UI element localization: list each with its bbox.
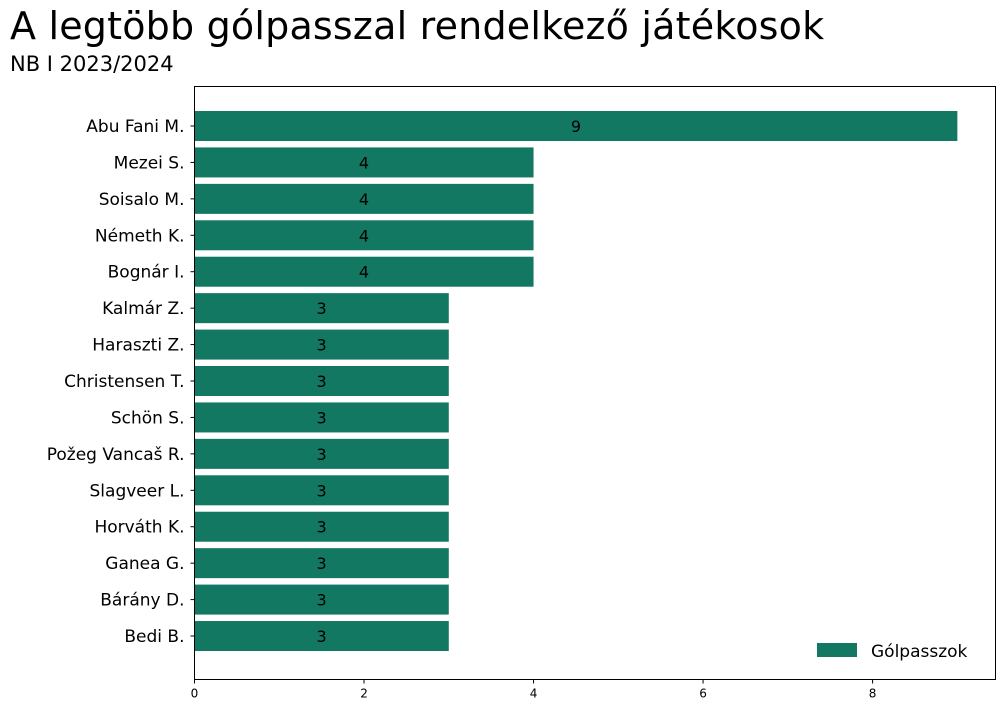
bar [194,111,958,141]
category-label: Požeg Vancaš R. [47,445,185,465]
legend-label: Gólpasszok [871,642,968,662]
bar [194,256,534,287]
category-label: Soisalo M. [99,190,185,210]
bar-value-label: 3 [317,336,327,355]
bar-value-label: 3 [317,591,327,610]
bar-value-label: 3 [317,299,327,318]
plot-frame [194,86,996,680]
category-label: Kalmár Z. [102,299,184,319]
bar [194,511,449,542]
bar [194,366,449,397]
x-tick-label: 4 [530,687,538,701]
x-axis: 0 2 4 6 8 [191,679,877,701]
category-label: Mezei S. [114,153,185,173]
legend-swatch [817,643,857,657]
x-tick-label: 2 [360,687,368,701]
bar-value-label: 3 [317,518,327,537]
category-label: Bognár I. [108,263,185,283]
bar-value-label: 4 [359,226,369,245]
bars-layer [194,111,958,652]
category-label: Christensen T. [64,372,184,392]
x-tick-label: 6 [699,687,707,701]
bar [194,584,449,615]
bar [194,329,449,360]
category-label: Horváth K. [94,518,184,538]
bar [194,220,534,251]
category-label: Németh K. [95,226,185,246]
bar [194,147,534,178]
category-label: Slagveer L. [90,481,185,501]
bar [194,548,449,579]
bar-value-label: 9 [571,117,581,136]
legend: Gólpasszok [817,642,968,662]
bar [194,475,449,506]
category-label: Abu Fani M. [86,117,184,137]
bar-value-label: 3 [317,481,327,500]
bar-value-label: 3 [317,554,327,573]
x-tick-label: 0 [191,687,199,701]
bar [194,183,534,214]
bar [194,621,449,652]
chart-subtitle: NB I 2023/2024 [10,52,174,76]
bar [194,402,449,433]
chart-title: A legtöbb gólpasszal rendelkező játékoso… [10,4,825,48]
bar-value-label: 3 [317,445,327,464]
category-label: Bárány D. [100,591,184,611]
bar-value-label: 3 [317,408,327,427]
bar-value-label: 3 [317,627,327,646]
bar-value-label: 4 [359,190,369,209]
category-label: Schön S. [111,408,185,428]
bar-value-label: 4 [359,153,369,172]
category-label: Haraszti Z. [92,336,184,356]
x-tick-label: 8 [869,687,877,701]
category-label: Ganea G. [105,554,184,574]
bar-value-label: 3 [317,372,327,391]
category-label: Bedi B. [124,627,184,647]
bar [194,293,449,324]
labels-layer: 9 Abu Fani M. 4 Mezei S. 4 Soisalo M. 4 Németh … [47,117,581,647]
bar [194,438,449,469]
bar-value-label: 4 [359,263,369,282]
